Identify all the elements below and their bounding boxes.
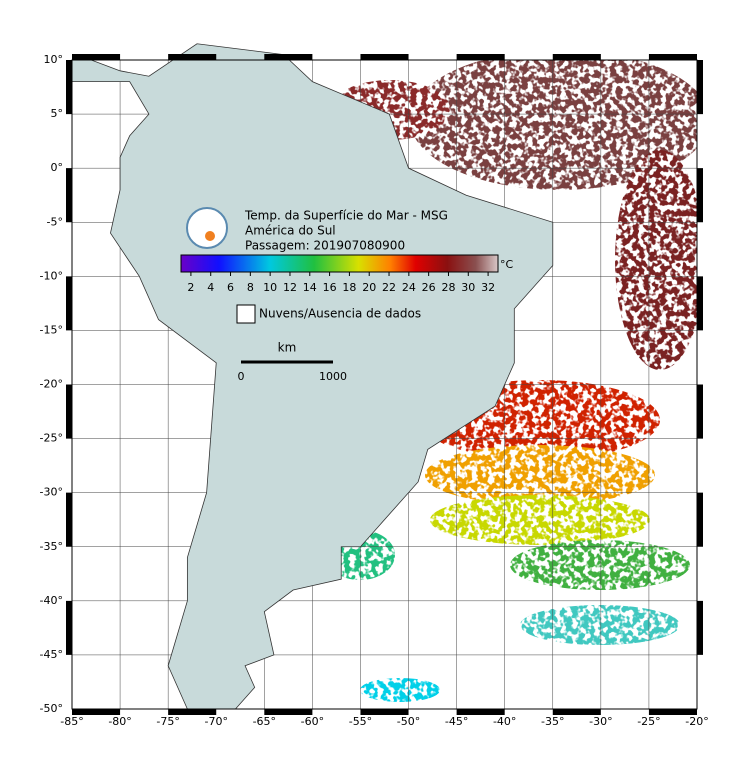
scale-label: 0 [238,370,245,383]
frame [66,54,703,715]
lat-tick-label: -15° [40,323,63,336]
title-line: Passagem: 201907080900 [245,239,405,253]
lat-tick-label: -25° [40,432,63,445]
colorbar-tick-label: 14 [303,281,317,294]
lat-tick-label: 10° [44,53,64,66]
lon-tick-label: -45° [445,715,468,728]
title-line: Temp. da Superfície do Mar - MSG [244,209,448,223]
colorbar-tick-label: 32 [481,281,495,294]
scale-unit: km [278,341,297,355]
lon-tick-label: -85° [60,715,83,728]
lon-tick-label: -35° [541,715,564,728]
logo-dot [205,231,215,241]
lon-tick-label: -65° [253,715,276,728]
colorbar-tick-label: 12 [283,281,297,294]
lon-tick-label: -30° [589,715,612,728]
colorbar-tick-label: 16 [323,281,337,294]
lon-tick-label: -60° [301,715,324,728]
lon-tick-label: -40° [493,715,516,728]
colorbar-tick-label: 30 [461,281,475,294]
lat-tick-label: -50° [40,702,63,715]
lon-tick-label: -70° [204,715,227,728]
colorbar-tick-label: 24 [402,281,416,294]
colorbar-tick-label: 28 [441,281,455,294]
colorbar-tick-label: 20 [362,281,376,294]
lon-tick-label: -55° [349,715,372,728]
colorbar-tick-label: 26 [422,281,436,294]
lat-tick-label: -45° [40,648,63,661]
colorbar-tick-label: 6 [227,281,234,294]
colorbar-gradient [180,254,499,273]
scale-label: 1000 [319,370,347,383]
lat-tick-label: 0° [51,161,64,174]
title-line: América do Sul [245,224,336,238]
land [71,43,554,710]
lat-tick-label: 5° [51,107,64,120]
colorbar: 2 4 6 8 10 12 14 16 18 20 22 24 26 28 30 32°C [180,254,514,294]
lat-tick-label: -40° [40,594,63,607]
legend-text: Nuvens/Ausencia de dados [259,307,421,321]
colorbar-tick-label: 8 [247,281,254,294]
colorbar-tick-label: 22 [382,281,396,294]
colorbar-tick-label: 4 [207,281,214,294]
lat-tick-label: -5° [47,215,63,228]
lon-tick-label: -50° [397,715,420,728]
lat-tick-label: -10° [40,269,63,282]
lat-tick-label: -20° [40,378,63,391]
lat-tick-label: -35° [40,540,63,553]
legend-swatch [236,304,256,324]
lon-tick-label: -75° [156,715,179,728]
colorbar-unit: °C [500,258,514,271]
colorbar-tick-label: 18 [342,281,356,294]
colorbar-tick-label: 10 [263,281,277,294]
colorbar-tick-label: 2 [187,281,194,294]
logo [186,207,228,249]
lon-tick-label: -80° [108,715,131,728]
lon-tick-label: -20° [685,715,708,728]
lon-tick-label: -25° [637,715,660,728]
lat-tick-label: -30° [40,486,63,499]
